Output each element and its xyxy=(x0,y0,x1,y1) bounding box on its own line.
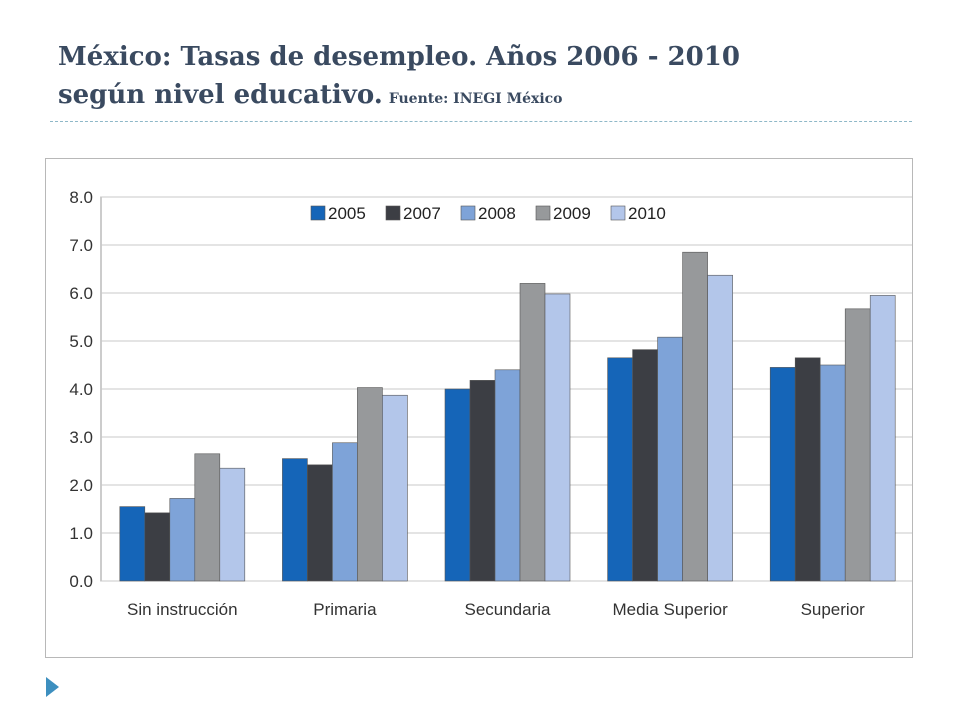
y-tick-label: 8.0 xyxy=(69,188,93,207)
legend-swatch-2005 xyxy=(310,205,326,221)
source-note: Fuente: INEGI México xyxy=(388,91,563,107)
bar-2005 xyxy=(607,357,633,582)
bar-2009 xyxy=(844,308,871,582)
bar-2008 xyxy=(657,336,683,582)
bar-2007 xyxy=(632,349,658,582)
bar-2008 xyxy=(819,364,846,582)
bar-2010 xyxy=(869,295,896,582)
bar-2009 xyxy=(682,251,708,582)
bar-2010 xyxy=(707,274,733,582)
chart-frame: 0.0 1.0 2.0 3.0 4.0 5.0 6.0 7.0 8.0 Sin instrucci… xyxy=(45,158,913,658)
legend-label: 2010 xyxy=(628,204,666,223)
bar-2009 xyxy=(357,387,383,582)
bullet-arrow-icon xyxy=(46,677,59,697)
y-tick-label: 3.0 xyxy=(69,428,93,447)
y-tick-label: 0.0 xyxy=(69,572,93,591)
bar-2005 xyxy=(444,388,471,582)
legend-label: 2009 xyxy=(553,204,591,223)
bar-2007 xyxy=(144,512,171,582)
bar-2009 xyxy=(519,283,546,582)
x-tick-label: Sin instrucción xyxy=(127,600,238,619)
x-tick-label: Primaria xyxy=(313,600,377,619)
y-tick-label: 2.0 xyxy=(69,476,93,495)
bar-2007 xyxy=(469,380,496,582)
legend-label: 2005 xyxy=(328,204,366,223)
bar-2009 xyxy=(194,453,221,582)
bar-2005 xyxy=(769,367,796,582)
legend-label: 2007 xyxy=(403,204,441,223)
legend-swatch-2010 xyxy=(610,205,626,221)
bar-2010 xyxy=(219,467,246,582)
y-tick-label: 4.0 xyxy=(69,380,93,399)
bar-2007 xyxy=(307,464,333,582)
legend-swatch-2009 xyxy=(535,205,551,221)
x-tick-label: Superior xyxy=(801,600,866,619)
bar-2010 xyxy=(382,394,408,582)
bar-2008 xyxy=(332,442,358,582)
bar-2010 xyxy=(544,293,571,582)
y-tick-label: 7.0 xyxy=(69,236,93,255)
title-line-1: México: Tasas de desempleo. Años 2006 - … xyxy=(58,42,740,72)
bar-2005 xyxy=(282,458,308,582)
x-tick-label: Media Superior xyxy=(612,600,728,619)
bar-chart: 0.0 1.0 2.0 3.0 4.0 5.0 6.0 7.0 8.0 Sin instrucci… xyxy=(69,188,912,619)
legend-label: 2008 xyxy=(478,204,516,223)
bar-2005 xyxy=(119,506,146,582)
bar-2008 xyxy=(494,369,521,582)
y-tick-label: 1.0 xyxy=(69,524,93,543)
bar-2007 xyxy=(794,357,821,582)
bar-2008 xyxy=(169,498,196,582)
title-line-2-text: según nivel educativo. xyxy=(58,80,383,110)
legend-swatch-2007 xyxy=(385,205,401,221)
y-tick-label: 6.0 xyxy=(69,284,93,303)
legend-swatch-2008 xyxy=(460,205,476,221)
title-divider xyxy=(50,121,912,122)
y-tick-label: 5.0 xyxy=(69,332,93,351)
title-line-2: según nivel educativo. Fuente: INEGI Méxi… xyxy=(58,76,938,118)
slide-title: México: Tasas de desempleo. Años 2006 - … xyxy=(58,38,938,118)
x-tick-label: Secundaria xyxy=(464,600,551,619)
